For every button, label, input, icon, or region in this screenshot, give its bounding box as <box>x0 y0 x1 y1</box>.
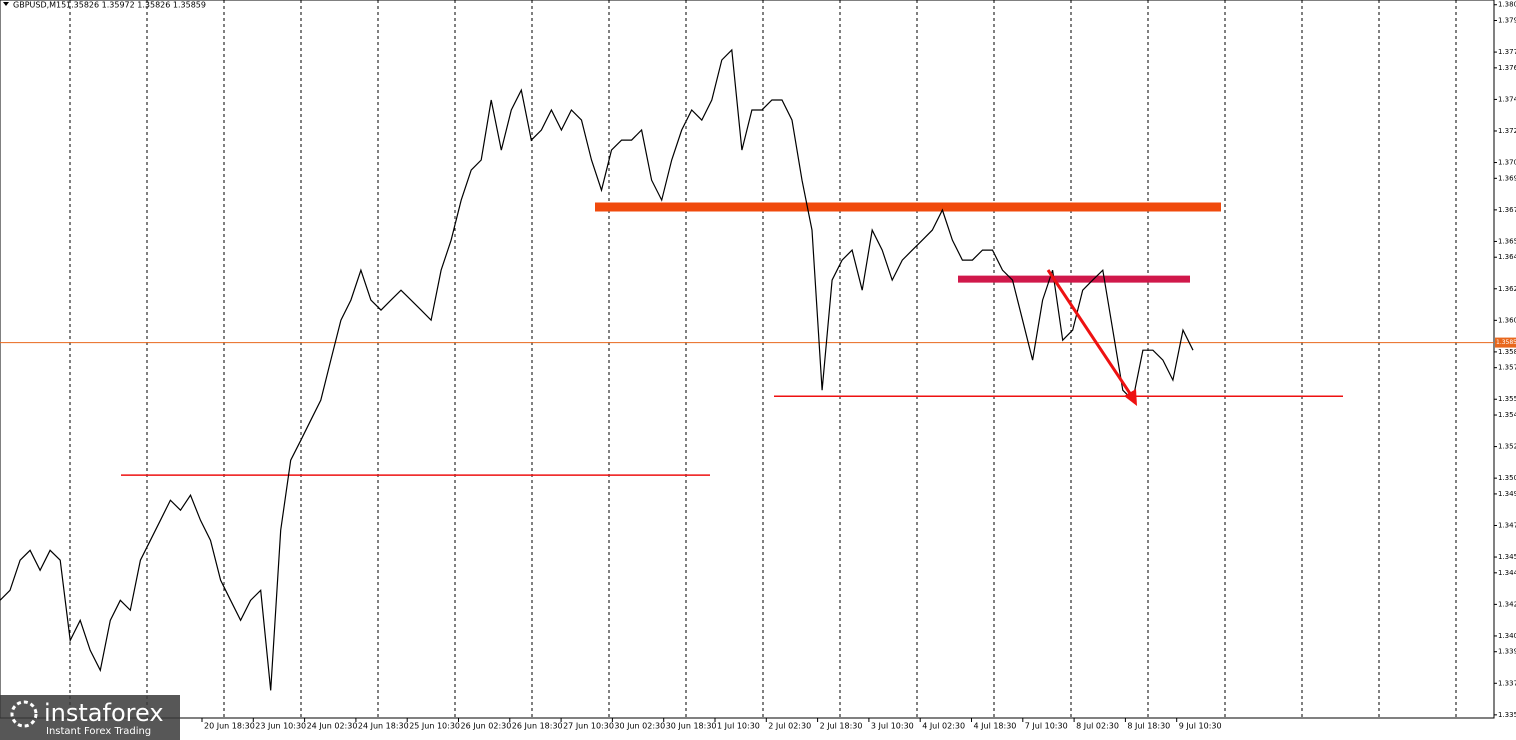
y-tick-label: 1.380 <box>1498 1 1516 9</box>
y-tick-label: 1.370 <box>1498 159 1516 167</box>
y-tick-label: 1.362 <box>1498 285 1516 293</box>
logo-tagline: Instant Forex Trading <box>46 726 151 737</box>
y-tick-label: 1.367 <box>1498 206 1516 214</box>
y-tick-label: 1.360 <box>1498 316 1516 324</box>
x-tick-label: 2 Jul 18:30 <box>820 722 863 731</box>
logo-brand: instaforex <box>44 699 164 727</box>
x-tick-label: 1 Jul 10:30 <box>717 722 760 731</box>
x-tick-label: 9 Jul 10:30 <box>1179 722 1222 731</box>
chart-title: GBPUSD,M15 <box>13 1 66 10</box>
x-tick-label: 8 Jul 02:30 <box>1076 722 1119 731</box>
x-tick-label: 30 Jun 18:30 <box>666 722 717 731</box>
y-tick-label: 1.337 <box>1498 679 1516 687</box>
ohlc: 1.35826 1.35972 1.35826 1.35859 <box>66 1 206 10</box>
price-tag <box>1495 337 1516 348</box>
y-tick-label: 1.379 <box>1498 17 1516 25</box>
y-tick-label: 1.340 <box>1498 632 1516 640</box>
y-tick-label: 1.369 <box>1498 174 1516 182</box>
y-tick-label: 1.347 <box>1498 521 1516 529</box>
y-tick-label: 1.358 <box>1498 348 1516 356</box>
y-tick-label: 1.364 <box>1498 253 1516 261</box>
x-tick-label: 7 Jul 10:30 <box>1025 722 1068 731</box>
x-tick-label: 4 Jul 18:30 <box>974 722 1017 731</box>
y-tick-label: 1.355 <box>1498 395 1516 403</box>
menu-arrow <box>3 2 9 6</box>
y-tick-label: 1.352 <box>1498 443 1516 451</box>
arrow-shaft <box>1046 269 1135 399</box>
y-tick-label: 1.376 <box>1498 64 1516 72</box>
price-line <box>0 48 1194 691</box>
y-tick-label: 1.339 <box>1498 648 1516 656</box>
x-tick-label: 30 Jun 02:30 <box>614 722 665 731</box>
plot <box>0 48 1494 691</box>
y-tick-label: 1.354 <box>1498 411 1516 419</box>
y-tick-label: 1.377 <box>1498 48 1516 56</box>
plot-frame <box>0 0 1495 719</box>
y-tick-label: 1.374 <box>1498 95 1516 103</box>
x-tick-label: 8 Jul 18:30 <box>1127 722 1170 731</box>
x-tick-label: 3 Jul 10:30 <box>871 722 914 731</box>
y-tick-label: 1.365 <box>1498 237 1516 245</box>
logo: instaforex Instant Forex Trading <box>0 695 180 740</box>
y-tick-label: 1.345 <box>1498 553 1516 561</box>
x-tick-label: 2 Jul 02:30 <box>768 722 811 731</box>
arrow-head <box>1124 389 1137 406</box>
x-tick-label: 27 Jun 10:30 <box>563 722 614 731</box>
x-tick-label: 26 Jun 18:30 <box>512 722 563 731</box>
x-tick-label: 24 Jun 18:30 <box>358 722 409 731</box>
y-tick-label: 1.350 <box>1498 474 1516 482</box>
x-tick-label: 4 Jul 02:30 <box>922 722 965 731</box>
x-tick-label: 20 Jun 18:30 <box>204 722 255 731</box>
y-tick-label: 1.357 <box>1498 364 1516 372</box>
y-tick-label: 1.372 <box>1498 127 1516 135</box>
logo-icon <box>10 700 38 728</box>
y-tick-label: 1.335 <box>1498 711 1516 719</box>
x-tick-label: 24 Jun 02:30 <box>307 722 358 731</box>
x-tick-label: 26 Jun 02:30 <box>461 722 512 731</box>
logo-bg <box>0 695 180 740</box>
y-tick-label: 1.349 <box>1498 490 1516 498</box>
y-tick-label: 1.342 <box>1498 600 1516 608</box>
y-tick-label: 1.344 <box>1498 569 1516 577</box>
x-tick-label: 25 Jun 10:30 <box>409 722 460 731</box>
x-tick-label: 23 Jun 10:30 <box>255 722 306 731</box>
price-tag-label: 1.35859 <box>1496 339 1516 346</box>
